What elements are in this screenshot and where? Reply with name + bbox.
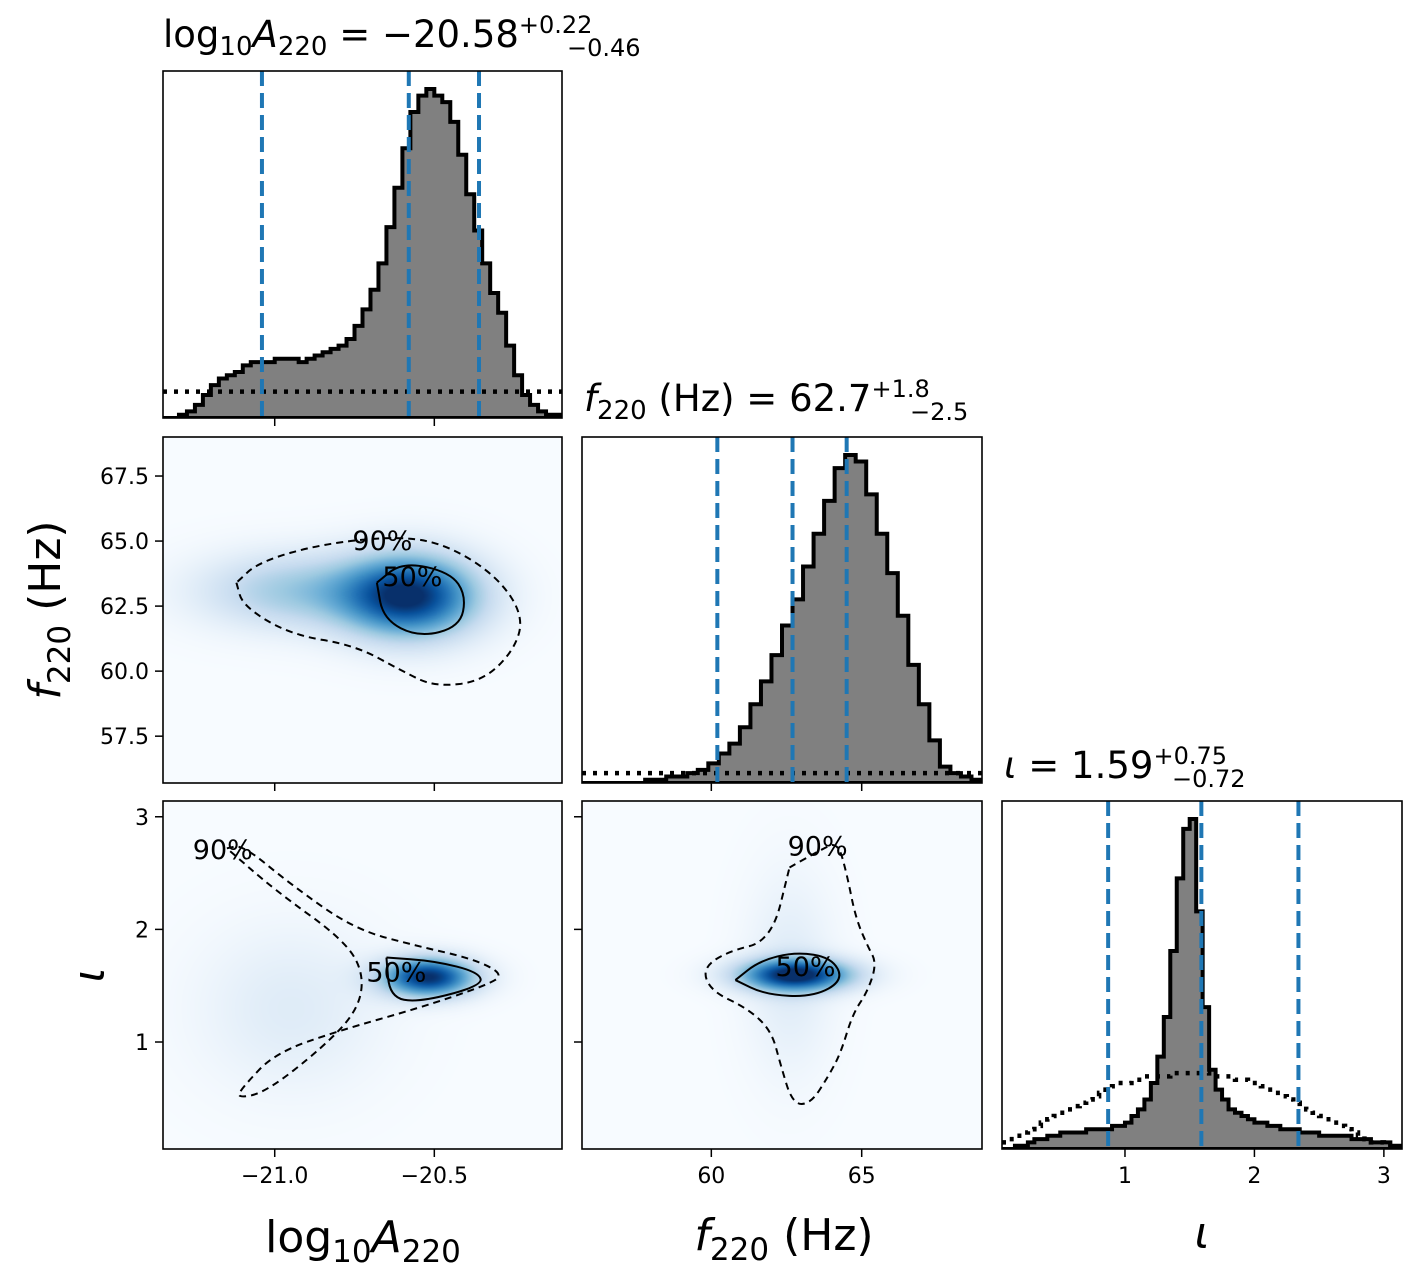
panel-hist-f220 bbox=[581, 436, 983, 791]
xlabel-f220: f220 (Hz) bbox=[694, 1210, 873, 1268]
density-image bbox=[163, 437, 562, 783]
contour-50pct bbox=[375, 564, 465, 636]
panel-joint-log10A220-iota: 90% 50% −21.0 −20.5 1 2 3 bbox=[135, 800, 563, 1189]
x-tick-label-iota-2: 3 bbox=[1377, 1164, 1391, 1189]
x-tick-label-f220-0: 60 bbox=[697, 1164, 725, 1189]
title-f220: f220 (Hz) = 62.7+1.8 bbox=[584, 375, 930, 426]
contour-90pct bbox=[704, 844, 876, 1105]
contour-label-50pct: 50% bbox=[382, 562, 442, 593]
y-tick-label-iota-0: 1 bbox=[135, 1031, 149, 1056]
panel-hist-log10A220 bbox=[162, 70, 563, 426]
y-tick-label-f220-3: 65.0 bbox=[100, 530, 149, 555]
y-tick-label-f220-4: 67.5 bbox=[100, 465, 149, 490]
xlabel-iota: ι bbox=[1195, 1208, 1210, 1259]
density-image bbox=[163, 801, 562, 1149]
contour-label-50pct: 50% bbox=[366, 958, 426, 989]
panel-joint-f220-iota: 90% 50% 60 65 bbox=[574, 800, 983, 1189]
y-tick-label-iota-2: 3 bbox=[135, 806, 149, 831]
ylabel-f220: f220 (Hz) bbox=[20, 520, 78, 699]
y-tick-label-f220-2: 62.5 bbox=[100, 595, 149, 620]
frame-joint bbox=[162, 436, 563, 784]
frame-joint bbox=[581, 800, 983, 1150]
title-iota: ι = 1.59+0.75 bbox=[1004, 742, 1227, 787]
title-f220-minus: −2.5 bbox=[910, 398, 968, 426]
frame-log10A220 bbox=[162, 70, 563, 419]
contour-90pct bbox=[235, 537, 522, 686]
x-tick-label-iota-1: 2 bbox=[1247, 1164, 1261, 1189]
title-log10A220: log10A220 = −20.58+0.22 bbox=[163, 11, 592, 62]
frame-f220 bbox=[581, 436, 983, 784]
x-tick-label-iota-0: 1 bbox=[1118, 1164, 1132, 1189]
title-log10A220-minus: −0.46 bbox=[567, 34, 641, 62]
frame-joint bbox=[162, 800, 563, 1150]
posterior-histogram-log10A220 bbox=[163, 87, 562, 418]
frame-iota bbox=[1001, 800, 1403, 1150]
panel-joint-log10A220-f220: 90% 50% 57.5 60.0 62.5 65.0 67.5 bbox=[100, 436, 563, 791]
joint-clip-group bbox=[582, 801, 982, 1149]
hist-clip-group bbox=[582, 453, 982, 783]
posterior-histogram-f220 bbox=[582, 453, 982, 783]
contour-label-50pct: 50% bbox=[776, 952, 836, 983]
contour-90pct bbox=[226, 845, 500, 1098]
hist-clip-group bbox=[163, 87, 562, 418]
contour-50pct bbox=[385, 956, 482, 1002]
joint-clip-group bbox=[163, 437, 562, 783]
contour-label-90pct: 90% bbox=[788, 832, 848, 863]
x-tick-label-log10A220-1: −20.5 bbox=[401, 1164, 468, 1189]
title-iota-minus: −0.72 bbox=[1172, 765, 1246, 793]
contour-label-90pct: 90% bbox=[352, 526, 412, 557]
y-tick-label-iota-1: 2 bbox=[135, 918, 149, 943]
contour-50pct bbox=[734, 952, 841, 997]
y-tick-label-f220-0: 57.5 bbox=[100, 725, 149, 750]
prior-histogram-iota bbox=[1002, 1070, 1402, 1149]
density-image bbox=[582, 801, 982, 1149]
joint-clip-group bbox=[163, 801, 562, 1149]
x-tick-label-f220-1: 65 bbox=[848, 1164, 876, 1189]
x-tick-label-log10A220-0: −21.0 bbox=[241, 1164, 308, 1189]
xlabel-log10A220: log10A220 bbox=[265, 1212, 461, 1270]
panel-hist-iota: 1 2 3 bbox=[1001, 800, 1403, 1189]
contour-label-90pct: 90% bbox=[193, 835, 253, 866]
ylabel-iota: ι bbox=[64, 968, 115, 983]
y-tick-label-f220-1: 60.0 bbox=[100, 660, 149, 685]
